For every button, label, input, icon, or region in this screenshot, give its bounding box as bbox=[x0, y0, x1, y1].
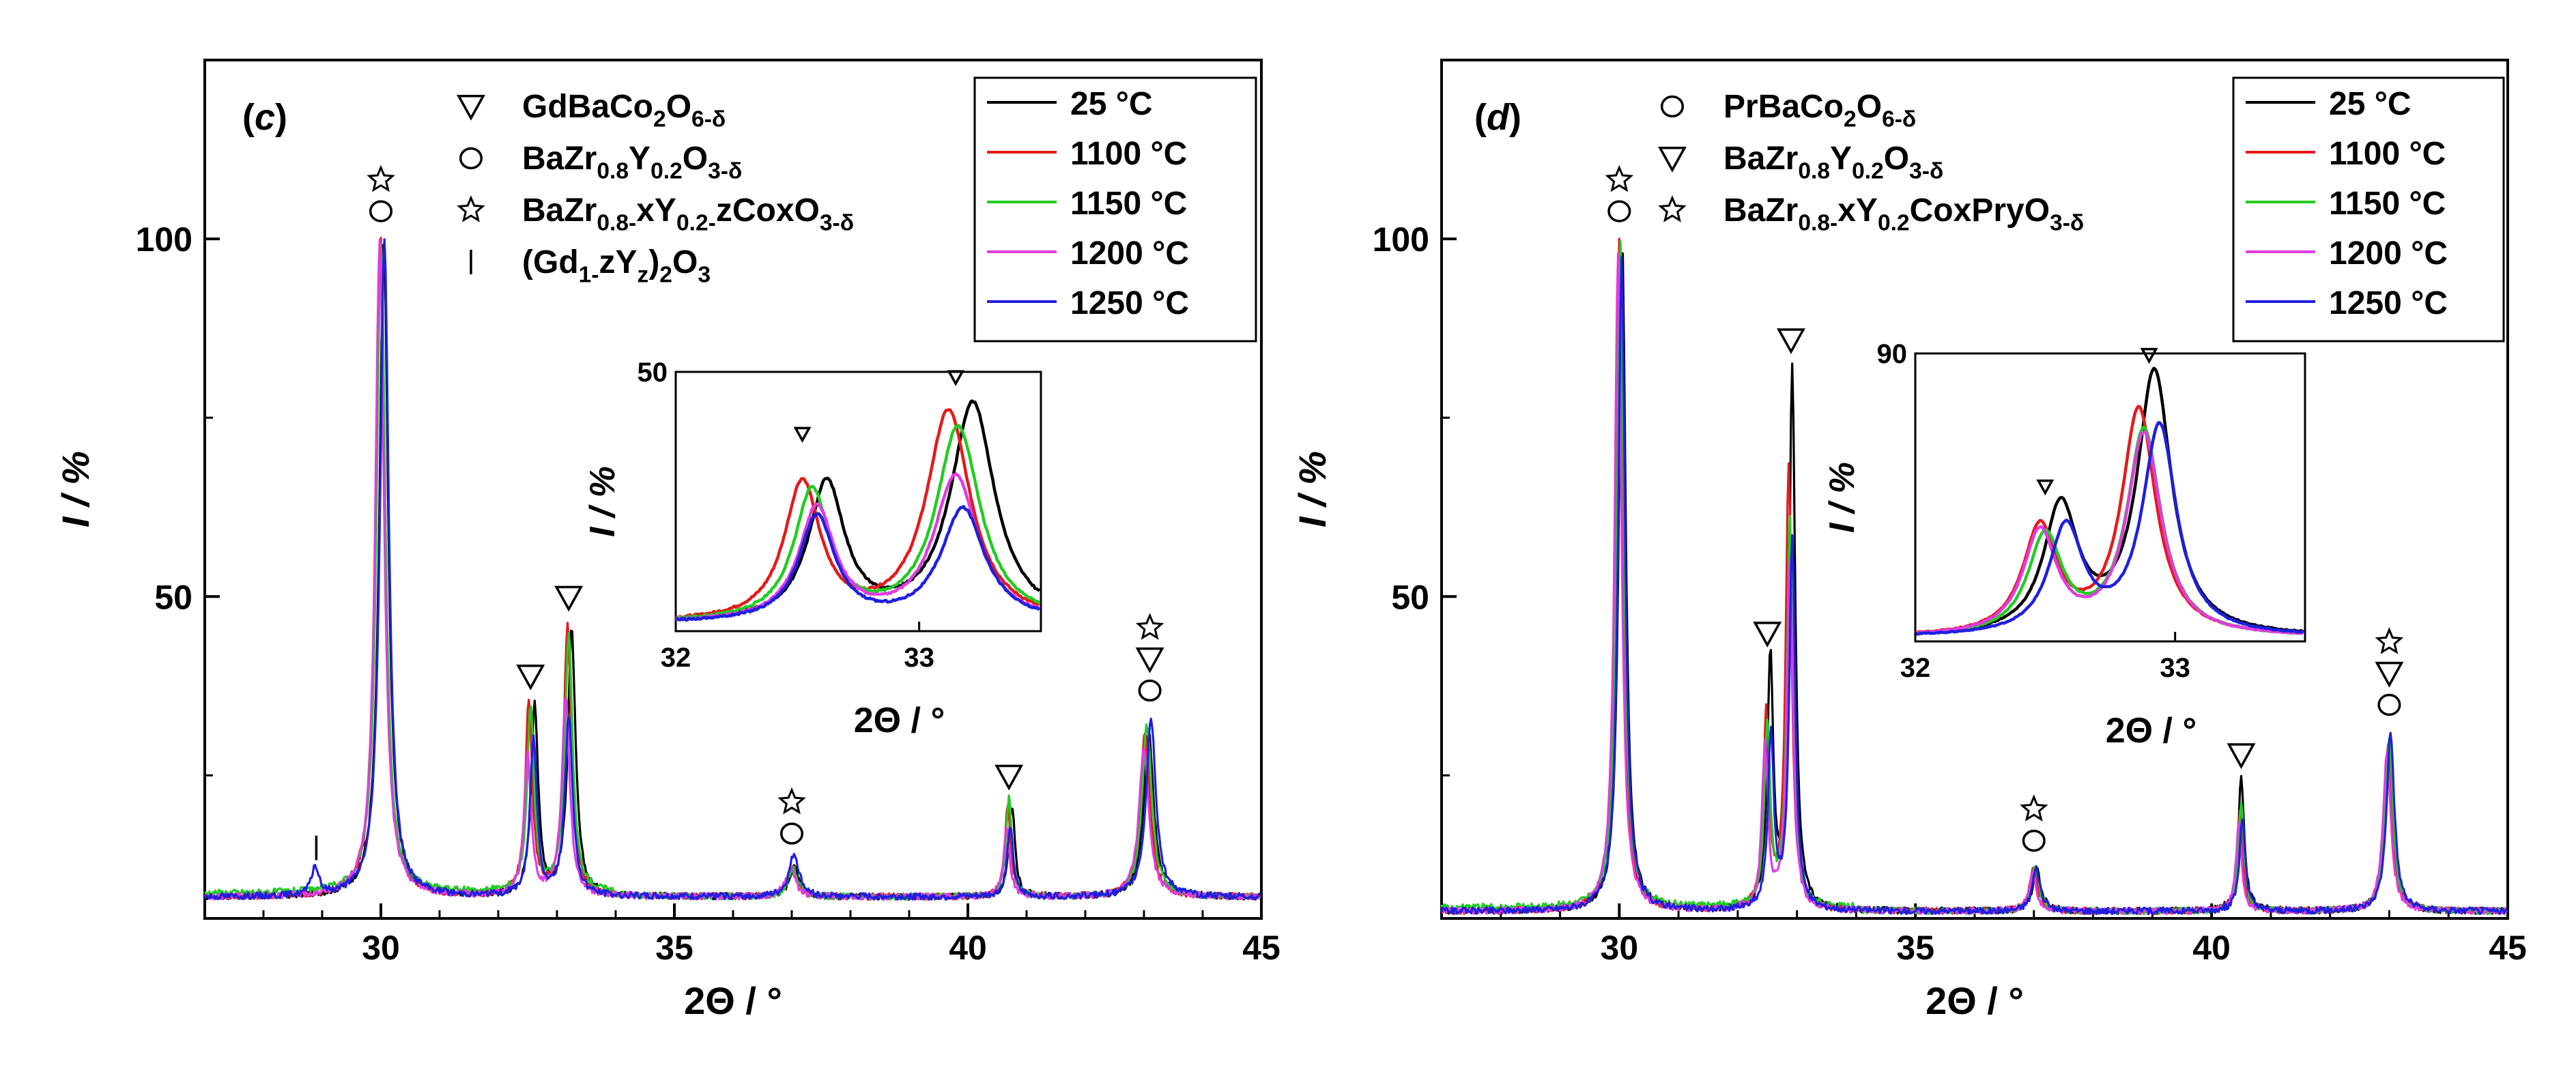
y-tick-label: 100 bbox=[1373, 220, 1429, 259]
inset-series-line-4 bbox=[674, 504, 1040, 622]
circle-marker-icon bbox=[2377, 693, 2401, 716]
triangle-marker-icon bbox=[554, 585, 584, 612]
series-line-4 bbox=[1440, 256, 2508, 916]
circle-marker-icon bbox=[1660, 95, 1685, 118]
triangle-marker-icon bbox=[2036, 479, 2055, 496]
inset-y-axis-label: I / % bbox=[583, 466, 622, 537]
legend-entry: 1100 °C bbox=[2329, 136, 2446, 172]
inset-y-tick-label: 50 bbox=[638, 358, 668, 388]
phase-label: BaZr0.8-xY0.2-zCoxO3-δ bbox=[522, 192, 854, 235]
star-marker-icon bbox=[367, 164, 395, 192]
legend-entry: 1150 °C bbox=[1070, 186, 1187, 222]
x-tick-label: 40 bbox=[949, 929, 987, 967]
triangle-marker-icon bbox=[516, 664, 545, 691]
phase-label: GdBaCo2O6-δ bbox=[522, 89, 726, 132]
inset-frame bbox=[1914, 352, 2306, 643]
x-tick-label: 30 bbox=[362, 929, 400, 967]
y-axis-label: I / % bbox=[1291, 451, 1334, 527]
circle-marker-icon bbox=[779, 822, 804, 845]
circle-marker-icon bbox=[459, 147, 483, 170]
x-tick-label: 35 bbox=[1896, 929, 1934, 967]
legend-entry: 1100 °C bbox=[1070, 136, 1187, 172]
triangle-marker-icon bbox=[1135, 647, 1164, 673]
legend-entry: 25 °C bbox=[1070, 86, 1153, 122]
inset-y-axis-label: I / % bbox=[1822, 462, 1862, 533]
y-tick-label: 50 bbox=[1391, 578, 1429, 616]
star-marker-icon bbox=[1605, 164, 1634, 192]
inset-d: 32 33 90 2Θ / ° I / % bbox=[1822, 339, 2306, 751]
star-marker-icon bbox=[1658, 195, 1687, 222]
phase-label: BaZr0.8Y0.2O3-δ bbox=[1723, 141, 1943, 184]
triangle-marker-icon bbox=[793, 426, 812, 443]
triangle-marker-icon bbox=[1753, 622, 1782, 648]
circle-marker-icon bbox=[1138, 679, 1162, 702]
panel-label: (c) bbox=[242, 97, 287, 138]
star-marker-icon bbox=[777, 787, 806, 815]
triangle-marker-icon bbox=[1777, 328, 1805, 355]
inset-c: 32 33 50 2Θ / ° I / % bbox=[583, 358, 1042, 740]
legend-box bbox=[973, 76, 1257, 343]
panel-c: 30 35 40 45 50 100 2Θ / ° I / % (c) GdBaCo2O6-δ Ba… bbox=[54, 59, 1280, 1022]
triangle-marker-icon bbox=[994, 764, 1024, 791]
x-tick-label: 30 bbox=[1601, 929, 1639, 967]
triangle-marker-icon bbox=[1658, 146, 1687, 173]
circle-marker-icon bbox=[369, 200, 393, 222]
inset-series-line-4 bbox=[1915, 421, 2304, 636]
star-marker-icon bbox=[2375, 627, 2404, 654]
inset-x-tick-label: 33 bbox=[904, 643, 934, 673]
phase-label: BaZr0.8-xY0.2CoxPryO3-δ bbox=[1723, 192, 2084, 235]
y-tick-label: 100 bbox=[136, 220, 192, 259]
triangle-marker-icon bbox=[457, 94, 485, 121]
circle-marker-icon bbox=[1607, 200, 1631, 222]
inset-series-line-3 bbox=[1915, 430, 2304, 635]
triangle-marker-icon bbox=[2140, 347, 2158, 364]
inset-x-tick-label: 33 bbox=[2160, 653, 2190, 683]
legend-entry: 1150 °C bbox=[2329, 186, 2446, 222]
series-line-4 bbox=[203, 238, 1261, 901]
inset-x-axis-label: 2Θ / ° bbox=[854, 701, 945, 740]
y-axis-label: I / % bbox=[54, 451, 97, 527]
triangle-marker-icon bbox=[2375, 661, 2404, 688]
legend-entry: 1200 °C bbox=[2329, 235, 2448, 272]
phase-label: PrBaCo2O6-δ bbox=[1723, 89, 1916, 132]
x-axis-label: 2Θ / ° bbox=[684, 979, 782, 1022]
triangle-marker-icon bbox=[2227, 743, 2256, 770]
x-tick-label: 40 bbox=[2192, 929, 2231, 967]
inset-x-tick-label: 32 bbox=[1900, 653, 1931, 683]
star-marker-icon bbox=[1135, 613, 1164, 640]
inset-x-axis-label: 2Θ / ° bbox=[2106, 711, 2197, 751]
legend-box bbox=[2232, 76, 2505, 343]
x-tick-label: 35 bbox=[655, 929, 693, 967]
legend-entry: 25 °C bbox=[2329, 86, 2412, 122]
legend-entry: 1250 °C bbox=[2329, 285, 2448, 321]
triangle-marker-icon bbox=[947, 370, 965, 386]
star-marker-icon bbox=[457, 195, 485, 222]
phase-label: BaZr0.8Y0.2O3-δ bbox=[522, 141, 742, 184]
y-tick-label: 50 bbox=[154, 578, 192, 616]
x-tick-label: 45 bbox=[1242, 929, 1280, 967]
panel-d: 30 35 40 45 50 100 2Θ / ° I / % (d) PrBaCo2O6-δ Ba… bbox=[1291, 59, 2527, 1022]
legend-entry: 1250 °C bbox=[1070, 285, 1189, 321]
inset-y-tick-label: 90 bbox=[1877, 339, 1908, 369]
x-tick-label: 45 bbox=[2489, 929, 2527, 967]
panel-label: (d) bbox=[1474, 97, 1521, 138]
circle-marker-icon bbox=[2022, 829, 2046, 852]
inset-x-tick-label: 32 bbox=[661, 643, 691, 673]
legend-entry: 1200 °C bbox=[1070, 235, 1189, 272]
x-axis-label: 2Θ / ° bbox=[1926, 979, 2024, 1022]
star-marker-icon bbox=[2019, 794, 2048, 822]
phase-label: (Gd1-zYz)2O3 bbox=[522, 244, 711, 287]
